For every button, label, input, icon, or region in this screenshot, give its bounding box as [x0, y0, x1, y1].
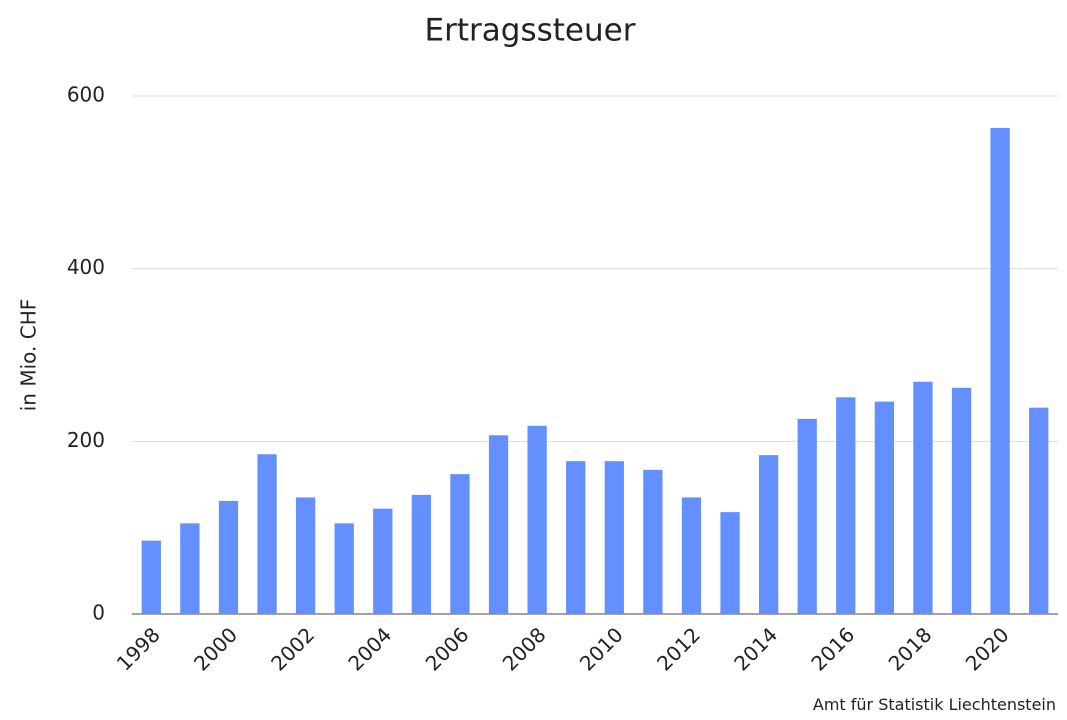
x-tick-label: 2016	[806, 623, 859, 676]
y-tick-label: 600	[67, 83, 105, 107]
bar	[681, 497, 702, 614]
bar	[257, 454, 277, 614]
bar	[836, 397, 856, 614]
bar	[604, 461, 624, 614]
y-tick-label: 400	[67, 255, 105, 279]
bar	[180, 523, 200, 614]
bar	[488, 435, 509, 614]
x-tick-label: 2002	[266, 623, 319, 676]
bar	[334, 523, 354, 614]
y-tick-label: 0	[92, 601, 105, 625]
bar	[758, 455, 779, 614]
bar	[450, 474, 470, 614]
bar	[566, 461, 586, 614]
x-tick-label: 2010	[575, 623, 628, 676]
y-tick-label: 200	[67, 428, 105, 452]
bar	[797, 418, 817, 614]
bar	[1029, 407, 1049, 614]
bar	[295, 497, 316, 614]
x-tick-label: 2018	[884, 623, 937, 676]
chart-title: Ertragssteuer	[425, 13, 636, 49]
bar	[218, 500, 239, 614]
bar	[411, 494, 432, 614]
x-tick-label: 2008	[498, 623, 551, 676]
bar	[913, 381, 933, 614]
x-tick-label: 2006	[421, 623, 474, 676]
bar	[874, 401, 895, 614]
bar	[990, 127, 1010, 615]
x-tick-label: 2012	[652, 623, 705, 676]
bar	[951, 387, 972, 614]
source: Amt für Statistik Liechtenstein	[813, 695, 1056, 714]
y-axis-title: in Mio. CHF	[17, 299, 41, 412]
x-tick-label: 2014	[729, 623, 782, 676]
x-tick-label: 2000	[189, 623, 242, 676]
bar	[141, 540, 161, 614]
x-tick-label: 2004	[343, 623, 396, 676]
bar	[643, 469, 663, 614]
bar	[720, 512, 740, 614]
x-tick-label: 2020	[961, 623, 1014, 676]
bar	[373, 508, 393, 614]
bar	[527, 425, 547, 614]
x-tick-label: 1998	[112, 623, 165, 676]
